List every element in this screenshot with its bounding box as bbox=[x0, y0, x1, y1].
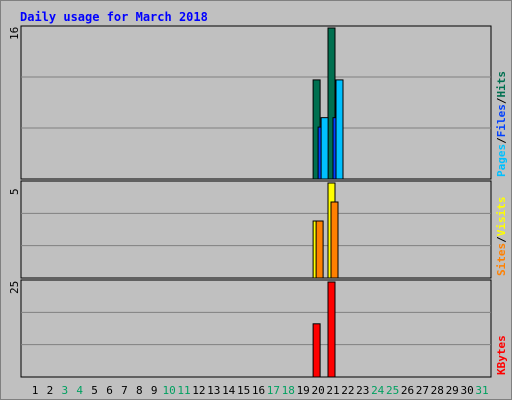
legend-item-4: Hits bbox=[495, 71, 508, 98]
day-label-24: 24 bbox=[371, 384, 385, 397]
bar-pages-day-20 bbox=[320, 117, 329, 180]
chart-title: Daily usage for March 2018 bbox=[20, 10, 208, 24]
day-label-23: 23 bbox=[356, 384, 369, 397]
panel-hits-frame bbox=[20, 25, 492, 180]
legend-item-2: Files bbox=[495, 104, 508, 137]
day-label-31: 31 bbox=[475, 384, 488, 397]
day-label-19: 19 bbox=[297, 384, 310, 397]
day-label-22: 22 bbox=[341, 384, 354, 397]
panel-hits-max-label: 16 bbox=[8, 27, 21, 40]
day-label-14: 14 bbox=[222, 384, 236, 397]
day-label-20: 20 bbox=[311, 384, 324, 397]
legend-item-1: / bbox=[495, 137, 508, 144]
day-label-28: 28 bbox=[431, 384, 444, 397]
bar-pages-day-21 bbox=[335, 79, 344, 180]
day-label-5: 5 bbox=[91, 384, 98, 397]
day-label-27: 27 bbox=[416, 384, 429, 397]
day-label-1: 1 bbox=[32, 384, 39, 397]
legend-item-1: / bbox=[495, 236, 508, 243]
day-label-8: 8 bbox=[136, 384, 143, 397]
panel-visits-max-label: 5 bbox=[8, 188, 21, 195]
day-label-15: 15 bbox=[237, 384, 250, 397]
day-label-12: 12 bbox=[192, 384, 205, 397]
legend-item-0: Sites bbox=[495, 243, 508, 276]
panel-kbytes-max-label: 25 bbox=[8, 281, 21, 294]
panel-visits: 5 Sites/Visits bbox=[8, 180, 508, 279]
day-label-4: 4 bbox=[76, 384, 83, 397]
day-label-21: 21 bbox=[326, 384, 339, 397]
panel-hits-legend: Pages/Files/Hits bbox=[495, 71, 508, 177]
day-label-3: 3 bbox=[61, 384, 68, 397]
bar-kbytes-day-21 bbox=[327, 281, 336, 378]
day-label-7: 7 bbox=[121, 384, 128, 397]
day-label-16: 16 bbox=[252, 384, 265, 397]
day-label-10: 10 bbox=[162, 384, 175, 397]
bar-sites-day-20 bbox=[315, 220, 324, 279]
bar-kbytes-day-20 bbox=[312, 323, 321, 378]
day-label-6: 6 bbox=[106, 384, 113, 397]
panel-kbytes: 25 KBytes bbox=[8, 279, 508, 378]
panel-visits-legend: Sites/Visits bbox=[495, 197, 508, 277]
x-axis-day-labels: 1 2 3 4 5 6 7 8 9 10 11 12 13 14 15 16 17 18 19 20 21 22 23 24 2… bbox=[32, 384, 489, 397]
legend-item-0: KBytes bbox=[495, 335, 508, 375]
day-label-25: 25 bbox=[386, 384, 399, 397]
day-label-18: 18 bbox=[282, 384, 295, 397]
day-label-9: 9 bbox=[151, 384, 158, 397]
day-label-11: 11 bbox=[177, 384, 190, 397]
panel-visits-frame bbox=[20, 180, 492, 279]
bar-sites-day-21 bbox=[330, 201, 339, 279]
day-label-30: 30 bbox=[460, 384, 473, 397]
day-label-17: 17 bbox=[267, 384, 280, 397]
legend-item-2: Visits bbox=[495, 197, 508, 237]
legend-item-0: Pages bbox=[495, 144, 508, 177]
panel-kbytes-frame bbox=[20, 279, 492, 378]
legend-item-3: / bbox=[495, 97, 508, 104]
panel-kbytes-legend: KBytes bbox=[495, 335, 508, 375]
day-label-2: 2 bbox=[47, 384, 54, 397]
day-label-13: 13 bbox=[207, 384, 220, 397]
bar-hits-day-21 bbox=[327, 27, 336, 180]
day-label-26: 26 bbox=[401, 384, 414, 397]
day-label-29: 29 bbox=[446, 384, 459, 397]
